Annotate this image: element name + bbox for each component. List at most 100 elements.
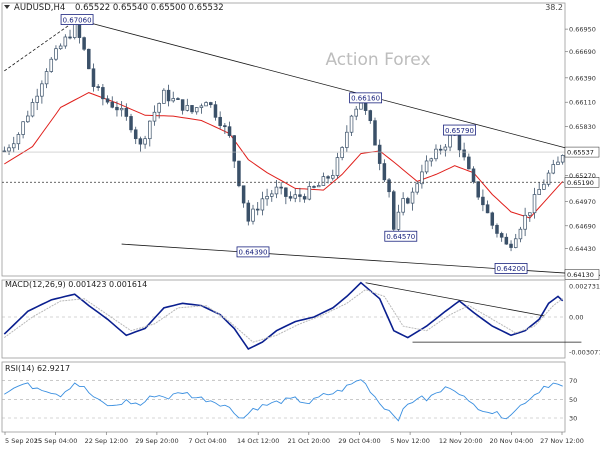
rsi-tick-label: 30 <box>569 415 577 423</box>
pivot-label: 0.64570 <box>386 233 415 241</box>
price-tick-label: 0.64430 <box>569 245 596 253</box>
candle-body <box>345 131 349 148</box>
candle-body <box>7 147 11 152</box>
candle-body <box>546 172 551 185</box>
time-tick-label: 14 Oct 12:00 <box>237 437 279 445</box>
price-trendlines <box>4 19 600 276</box>
candle-body <box>462 149 466 158</box>
candle-body <box>467 156 471 170</box>
candle-body <box>185 105 190 111</box>
candle-body <box>490 212 495 226</box>
rsi-axis: 70 50 30 <box>569 377 577 422</box>
candle-body <box>194 107 199 113</box>
candle-body <box>148 120 152 140</box>
candle-body <box>68 36 72 39</box>
candle-body <box>138 138 143 145</box>
candle-body <box>176 98 180 100</box>
price-levels: 0.65537 0.65190 0.64130 <box>2 146 600 280</box>
dotted-level-label: 0.65190 <box>567 179 594 187</box>
candle-body <box>199 105 204 108</box>
triangle-down-icon[interactable] <box>4 5 10 9</box>
candle-body <box>312 186 316 188</box>
candle-body <box>424 160 429 173</box>
candle-body <box>246 202 251 222</box>
candle-body <box>152 111 157 122</box>
time-tick-label: 22 Sep 12:00 <box>85 437 128 445</box>
time-tick-label: 5 Nov 12:00 <box>390 437 430 445</box>
current-price-label-box <box>564 146 600 158</box>
candle-body <box>265 195 269 200</box>
price-tick-label: 0.64690 <box>569 222 596 230</box>
candle-body <box>110 101 115 108</box>
macd-tick-label: 0.00 <box>569 314 583 322</box>
candle-body <box>87 48 91 70</box>
time-tick-label: 5 Sep 2025 <box>5 437 42 445</box>
candles <box>2 18 565 252</box>
candle-body <box>133 129 138 140</box>
pivot-label-box <box>60 14 94 25</box>
candle-body <box>326 176 330 179</box>
candle-body <box>101 87 105 100</box>
candle-body <box>91 68 96 87</box>
candle-body <box>537 189 541 195</box>
candle-body <box>321 176 326 186</box>
candle-body <box>26 115 30 123</box>
rsi-tick-label: 50 <box>569 396 577 404</box>
candle-body <box>354 108 358 117</box>
price-tick-label: 0.64970 <box>569 198 596 206</box>
candle-body <box>448 135 452 148</box>
candle-body <box>368 110 373 122</box>
candle-body <box>16 134 21 145</box>
candle-body <box>335 157 340 176</box>
candle-body <box>251 208 255 222</box>
candle-body <box>387 179 391 193</box>
candle-body <box>63 36 68 47</box>
candle-body <box>438 148 443 151</box>
candle-body <box>260 198 265 211</box>
candle-body <box>373 120 377 146</box>
time-tick-label: 20 Nov 04:00 <box>489 437 533 445</box>
candle-body <box>420 171 424 185</box>
candle-body <box>171 98 176 102</box>
candle-body <box>495 224 499 234</box>
candle-body <box>124 107 129 117</box>
signal-line <box>4 289 563 343</box>
macd-tick-label: 0.002731 <box>569 282 600 290</box>
price-tick-label: 0.66690 <box>569 48 596 56</box>
price-tick-label: 0.65830 <box>569 123 596 131</box>
macd-title: MACD(12,26,9) 0.001423 0.001614 <box>5 280 147 289</box>
dotted-level-label-box <box>564 177 600 188</box>
candle-body <box>340 147 344 158</box>
candle-body <box>429 158 434 162</box>
price-axis: 0.66950 0.66690 0.66390 0.66110 0.65830 0.652… <box>565 26 596 253</box>
candle-body <box>528 212 532 216</box>
price-grid <box>1 2 566 277</box>
rsi-frame <box>1 361 566 433</box>
time-tick-label: 15 Sep 04:00 <box>34 437 77 445</box>
candle-body <box>54 48 58 60</box>
pivot-label: 0.66160 <box>351 95 380 103</box>
candle-body <box>129 116 133 131</box>
candle-body <box>542 183 546 190</box>
time-tick-label: 7 Oct 04:00 <box>188 437 226 445</box>
candle-body <box>391 191 396 230</box>
macd-axis: 0.002731 0.00 -0.003077 <box>569 282 600 356</box>
candle-body <box>443 146 448 151</box>
candle-body <box>293 194 297 199</box>
ohlc-values: 0.65522 0.65540 0.65500 0.65532 <box>75 3 224 13</box>
macd-tick-label: -0.003077 <box>569 349 600 357</box>
candle-body <box>232 135 236 162</box>
candle-body <box>270 193 274 197</box>
pivot-label: 0.64200 <box>497 265 526 273</box>
candle-body <box>504 236 509 245</box>
candle-body <box>218 116 222 126</box>
candle-body <box>58 45 63 50</box>
macd-pane: 0.002731 0.00 -0.003077 MACD(12,26,9) 0.00… <box>1 279 600 359</box>
candle-body <box>481 196 485 206</box>
candle-body <box>476 181 480 198</box>
candle-body <box>11 143 16 149</box>
candle-body <box>377 144 382 164</box>
candle-body <box>307 186 312 200</box>
